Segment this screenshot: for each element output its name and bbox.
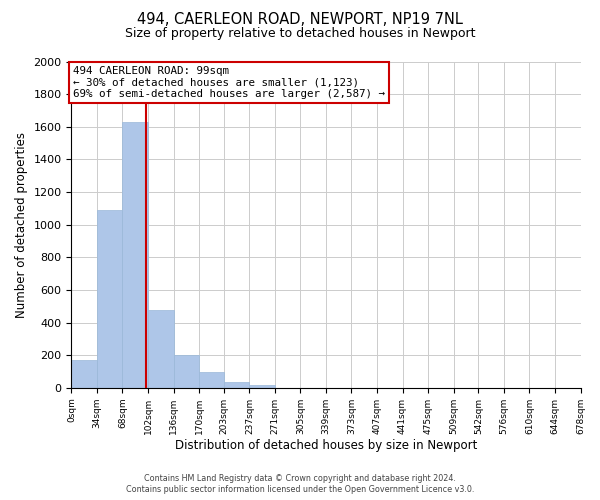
- Bar: [71, 360, 97, 388]
- Text: 494, CAERLEON ROAD, NEWPORT, NP19 7NL: 494, CAERLEON ROAD, NEWPORT, NP19 7NL: [137, 12, 463, 28]
- Text: Contains HM Land Registry data © Crown copyright and database right 2024.
Contai: Contains HM Land Registry data © Crown c…: [126, 474, 474, 494]
- Bar: [97, 210, 122, 388]
- Bar: [224, 382, 250, 388]
- Bar: [148, 310, 173, 388]
- Bar: [173, 355, 199, 388]
- Y-axis label: Number of detached properties: Number of detached properties: [15, 132, 28, 318]
- Bar: [250, 384, 275, 388]
- Text: Size of property relative to detached houses in Newport: Size of property relative to detached ho…: [125, 28, 475, 40]
- Text: 494 CAERLEON ROAD: 99sqm
← 30% of detached houses are smaller (1,123)
69% of sem: 494 CAERLEON ROAD: 99sqm ← 30% of detach…: [73, 66, 385, 99]
- X-axis label: Distribution of detached houses by size in Newport: Distribution of detached houses by size …: [175, 440, 477, 452]
- Bar: [122, 122, 148, 388]
- Bar: [199, 372, 224, 388]
